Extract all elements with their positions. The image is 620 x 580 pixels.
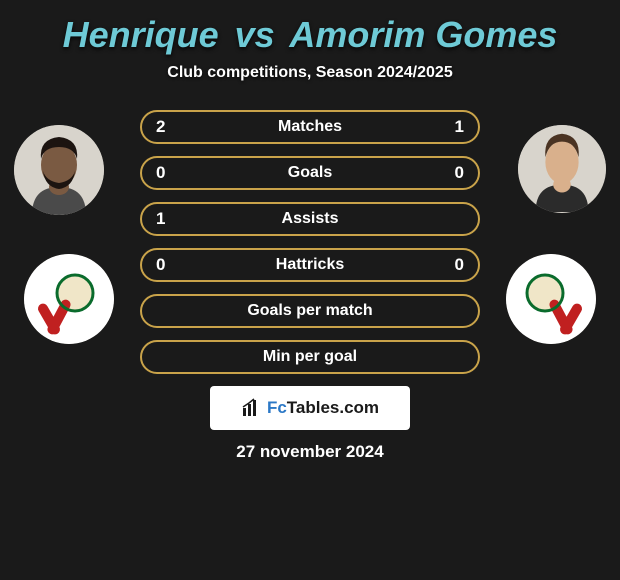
club-badge-icon bbox=[506, 254, 596, 344]
subtitle-text: Club competitions, Season 2024/2025 bbox=[0, 64, 620, 82]
stat-left-value: 0 bbox=[156, 163, 186, 183]
player1-avatar bbox=[14, 125, 104, 215]
title-player2: Amorim Gomes bbox=[289, 14, 557, 55]
stat-label: Goals bbox=[288, 164, 332, 182]
stat-row-goals: 0 Goals 0 bbox=[140, 156, 480, 190]
stat-label: Min per goal bbox=[263, 348, 357, 366]
brand-main: Tables bbox=[287, 398, 340, 417]
stat-row-goals-per-match: Goals per match bbox=[140, 294, 480, 328]
stats-list: 2 Matches 1 0 Goals 0 1 Assists 0 Hattri… bbox=[140, 110, 480, 374]
stat-label: Goals per match bbox=[247, 302, 372, 320]
stat-left-value: 1 bbox=[156, 209, 186, 229]
player1-club-badge bbox=[24, 254, 114, 344]
page-title: Henrique vs Amorim Gomes bbox=[0, 14, 620, 56]
title-player1: Henrique bbox=[63, 14, 219, 55]
bar-chart-icon bbox=[241, 398, 261, 418]
stat-left-value: 0 bbox=[156, 255, 186, 275]
player2-portrait-icon bbox=[518, 125, 606, 213]
player2-club-badge bbox=[506, 254, 596, 344]
stat-row-hattricks: 0 Hattricks 0 bbox=[140, 248, 480, 282]
brand-suffix: .com bbox=[339, 398, 379, 417]
stat-label: Assists bbox=[282, 210, 339, 228]
stat-right-value: 0 bbox=[434, 255, 464, 275]
player1-portrait-icon bbox=[14, 125, 104, 215]
stat-left-value: 2 bbox=[156, 117, 186, 137]
stat-right-value: 1 bbox=[434, 117, 464, 137]
stat-right-value: 0 bbox=[434, 163, 464, 183]
player2-avatar bbox=[518, 125, 606, 213]
stat-row-matches: 2 Matches 1 bbox=[140, 110, 480, 144]
comparison-card: Henrique vs Amorim Gomes Club competitio… bbox=[0, 0, 620, 462]
stat-row-assists: 1 Assists bbox=[140, 202, 480, 236]
stat-label: Hattricks bbox=[276, 256, 344, 274]
fctables-brand-chip[interactable]: FcTables.com bbox=[210, 386, 410, 430]
stat-label: Matches bbox=[278, 118, 342, 136]
title-vs: vs bbox=[235, 14, 275, 55]
brand-text: FcTables.com bbox=[267, 398, 379, 418]
date-text: 27 november 2024 bbox=[0, 442, 620, 462]
brand-prefix: Fc bbox=[267, 398, 287, 417]
club-badge-icon bbox=[24, 254, 114, 344]
stat-row-min-per-goal: Min per goal bbox=[140, 340, 480, 374]
